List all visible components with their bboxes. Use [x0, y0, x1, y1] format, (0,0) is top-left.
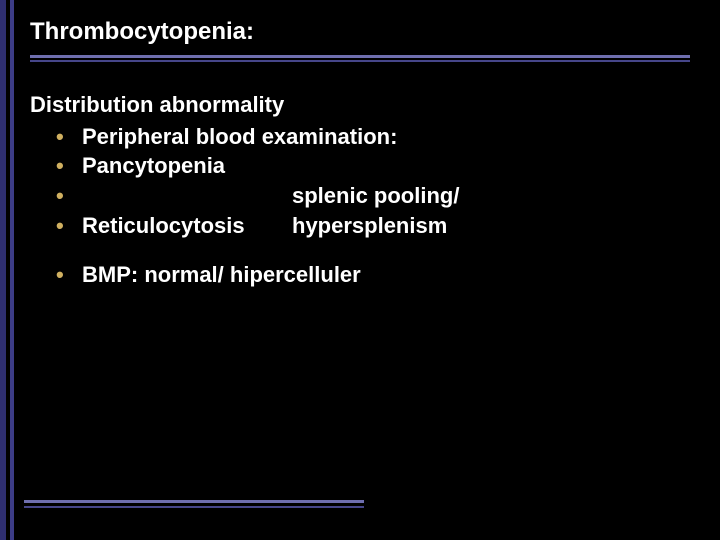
- body-region: Distribution abnormality Peripheral bloo…: [30, 90, 690, 290]
- title-underline-top: [30, 55, 690, 58]
- body-subheading: Distribution abnormality: [30, 90, 690, 120]
- slide: Thrombocytopenia: Distribution abnormali…: [0, 0, 720, 540]
- title-underline-bottom: [30, 60, 690, 62]
- list-item: BMP: normal/ hipercelluler: [56, 260, 690, 290]
- bullet-text: BMP: normal/ hipercelluler: [82, 262, 361, 287]
- bullet-list-extra: BMP: normal/ hipercelluler: [30, 260, 690, 290]
- list-item: Reticulocytosis hypersplenism: [56, 211, 690, 241]
- bullet-right: splenic pooling/: [292, 181, 459, 211]
- left-accent-bar-outer: [0, 0, 6, 540]
- bullet-right: hypersplenism: [292, 211, 447, 241]
- left-accent-bar-inner: [10, 0, 14, 540]
- spacer: [30, 240, 690, 260]
- footer-rule-bottom: [24, 506, 364, 508]
- bullet-left: Peripheral blood examination:: [82, 122, 397, 152]
- title-region: Thrombocytopenia:: [30, 18, 690, 46]
- bullet-list: Peripheral blood examination: Pancytopen…: [30, 122, 690, 241]
- bullet-left: Reticulocytosis: [82, 211, 292, 241]
- list-item: Peripheral blood examination:: [56, 122, 690, 152]
- bullet-left: Pancytopenia: [82, 151, 292, 181]
- footer-rule-top: [24, 500, 364, 503]
- list-item: Pancytopenia: [56, 151, 690, 181]
- slide-title: Thrombocytopenia:: [30, 18, 690, 46]
- list-item: splenic pooling/: [56, 181, 690, 211]
